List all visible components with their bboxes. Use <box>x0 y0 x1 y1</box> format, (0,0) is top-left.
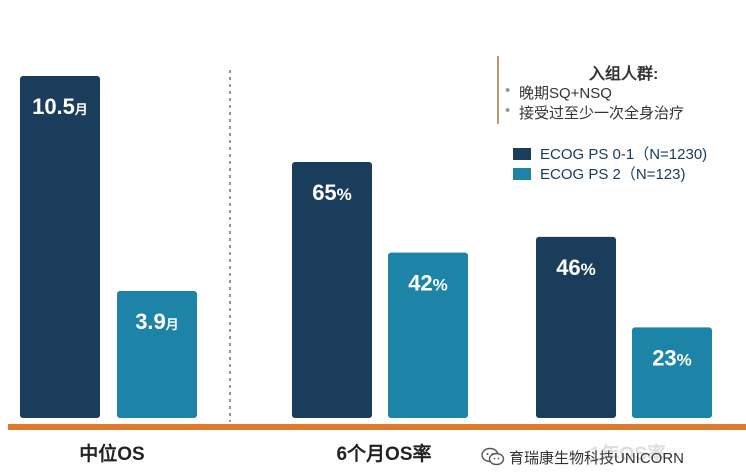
bar <box>536 236 616 418</box>
legend-swatch <box>513 148 531 160</box>
legend-label: ECOG PS 2（N=123) <box>540 166 685 183</box>
data-label: 23% <box>652 345 692 370</box>
data-label: 46% <box>556 255 596 280</box>
bar <box>632 327 712 418</box>
watermark-text: 育瑞康生物科技UNICORN <box>509 449 684 467</box>
note-title: 入组人群: <box>589 66 659 83</box>
bar <box>388 252 468 418</box>
bar <box>20 76 100 418</box>
legend-swatch <box>513 168 531 180</box>
wechat-icon <box>481 447 505 467</box>
data-label: 3.9月 <box>135 309 179 334</box>
x-axis-line <box>8 424 746 430</box>
data-label: 65% <box>312 180 352 205</box>
category-label: 6个月OS率 <box>336 442 431 465</box>
category-label: 中位OS <box>79 442 144 465</box>
watermark: 育瑞康生物科技UNICORN <box>481 442 741 472</box>
data-label: 42% <box>408 271 448 296</box>
note-item: 接受过至少一次全身治疗 <box>505 102 684 123</box>
bar <box>117 290 197 418</box>
data-label: 10.5月 <box>32 94 88 119</box>
enrollment-note: 入组人群: 晚期SQ+NSQ 接受过至少一次全身治疗 <box>497 56 742 124</box>
bar <box>292 162 372 418</box>
legend-label: ECOG PS 0-1（N=1230) <box>540 146 707 163</box>
note-item: 晚期SQ+NSQ <box>505 82 612 103</box>
